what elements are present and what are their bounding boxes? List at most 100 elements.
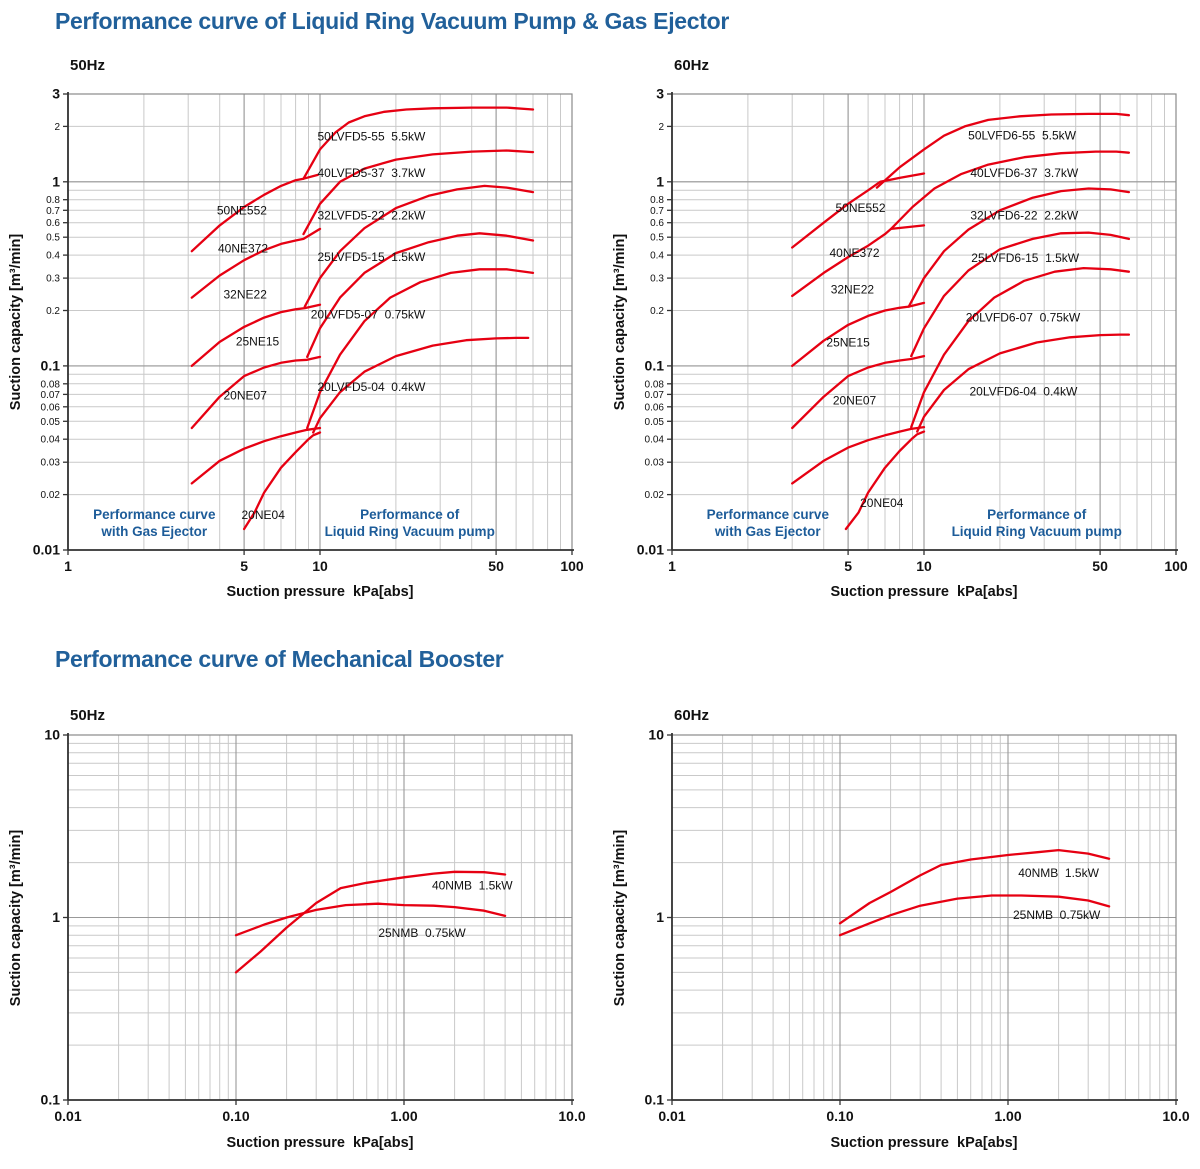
y-tick-label: 10 (44, 727, 60, 743)
x-tick-label: 50 (1092, 558, 1108, 574)
series-label: 25NE15 (826, 336, 870, 350)
x-tick-label: 100 (1164, 558, 1188, 574)
x-tick-label: 5 (844, 558, 852, 574)
series-label: 40NMB 1.5kW (432, 878, 513, 892)
x-axis-title: Suction pressure kPa[abs] (227, 584, 414, 600)
y-tick-label: 0.4 (650, 251, 664, 262)
chart-lrvp-50hz: 3 2 1 0.80.70.6 0.5 0.4 0.3 0.2 0.1 0.080.070.06 0… (8, 57, 584, 600)
curve-20LVFD6-07-vacuum-pump (910, 266, 1131, 429)
x-tick-label: 1.00 (390, 1108, 417, 1124)
annotation: Performance of Liquid Ring Vacuum pump (952, 507, 1122, 539)
y-tick-label: 0.04 (41, 435, 61, 446)
y-tick-label: 0.3 (46, 274, 60, 285)
x-tick-label: 10 (312, 558, 328, 574)
curve-25NE15-gas-ejector (791, 354, 926, 430)
y-tick-label: 1 (52, 909, 60, 925)
section-title-booster: Performance curve of Mechanical Booster (55, 646, 504, 672)
y-tick-label: 1 (656, 173, 664, 189)
curve-50NE552-gas-ejector (791, 172, 926, 249)
curve-20LVFD5-04-vacuum-pump (312, 336, 530, 434)
series-label: 20LVFD5-07 0.75kW (311, 308, 426, 322)
y-tick-label: 0.05 (645, 417, 665, 428)
curve-40NE372-gas-ejector (190, 227, 322, 299)
annotation: Performance of Liquid Ring Vacuum pump (325, 507, 495, 539)
x-tick-label: 1 (668, 558, 676, 574)
x-tick-label: 10 (916, 558, 932, 574)
y-tick-label: 0.5 (46, 233, 60, 244)
y-tick-label: 2 (54, 122, 60, 133)
x-tick-label: 1.00 (994, 1108, 1021, 1124)
y-tick-label: 0.8 (650, 195, 664, 206)
curve-50LVFD6-55-vacuum-pump (875, 112, 1131, 189)
y-tick-label: 0.07 (645, 390, 665, 401)
series-label: 50LVFD5-55 5.5kW (317, 130, 425, 144)
curve-40NMB-mechanical-booster (838, 848, 1111, 925)
y-tick-label: 0.4 (46, 251, 60, 262)
x-tick-label: 5 (240, 558, 248, 574)
series-label: 40NE372 (829, 246, 879, 260)
x-tick-label: 1 (64, 558, 72, 574)
curve-32NE22-gas-ejector (791, 301, 926, 368)
x-tick-label: 10.0 (558, 1108, 585, 1124)
x-tick-label: 0.10 (222, 1108, 249, 1124)
y-tick-label: 0.1 (645, 1092, 665, 1108)
y-tick-label: 10 (648, 727, 664, 743)
y-tick-label: 0.02 (645, 490, 665, 501)
chart-booster-60hz: 10 1 0.10.01 0.10 1.00 10.0 40NMB 1.5kW 25NMB 0… (612, 707, 1190, 1151)
freq-label: 50Hz (70, 707, 105, 724)
section-title-lrvp: Performance curve of Liquid Ring Vacuum … (55, 8, 730, 34)
curve-20NE04-gas-ejector (242, 431, 322, 531)
y-tick-label: 0.6 (46, 218, 60, 229)
curve-50NE552-gas-ejector (190, 173, 319, 253)
series-label: 32NE22 (224, 287, 268, 301)
freq-label: 60Hz (674, 57, 709, 74)
curve-20LVFD6-04-vacuum-pump (916, 333, 1131, 433)
y-tick-label: 0.01 (637, 542, 664, 558)
series-label: 40NMB 1.5kW (1018, 866, 1099, 880)
series-label: 50NE552 (835, 201, 885, 215)
x-axis-title: Suction pressure kPa[abs] (227, 1135, 414, 1151)
series-label: 20LVFD6-07 0.75kW (966, 311, 1081, 325)
x-tick-label: 10.0 (1162, 1108, 1189, 1124)
y-tick-label: 0.08 (41, 379, 61, 390)
series-label: 20LVFD6-04 0.4kW (969, 385, 1077, 399)
x-tick-label: 0.01 (658, 1108, 685, 1124)
y-tick-label: 0.8 (46, 195, 60, 206)
y-tick-label: 0.03 (645, 458, 665, 469)
series-label: 20NE07 (224, 389, 268, 403)
series-label: 40LVFD6-37 3.7kW (970, 166, 1078, 180)
y-tick-label: 0.06 (41, 402, 61, 413)
x-tick-label: 0.10 (826, 1108, 853, 1124)
curve-50LVFD5-55-vacuum-pump (302, 106, 535, 180)
y-tick-label: 3 (52, 86, 60, 102)
annotation: Performance curve with Gas Ejector (707, 507, 830, 539)
curve-20NE07-gas-ejector (190, 426, 322, 485)
x-tick-label: 50 (488, 558, 504, 574)
series-label: 32NE22 (831, 283, 875, 297)
curve-40LVFD5-37-vacuum-pump (302, 149, 535, 236)
y-tick-label: 0.3 (650, 274, 664, 285)
y-tick-label: 3 (656, 86, 664, 102)
curve-40NMB-mechanical-booster (234, 870, 507, 974)
freq-label: 60Hz (674, 707, 709, 724)
curve-25LVFD5-15-vacuum-pump (306, 232, 535, 359)
series-label: 50NE552 (217, 203, 267, 217)
series-label: 32LVFD6-22 2.2kW (970, 209, 1078, 223)
series-label: 32LVFD5-22 2.2kW (317, 209, 425, 223)
series-label: 25LVFD5-15 1.5kW (317, 250, 425, 264)
curve-25NE15-gas-ejector (190, 355, 322, 430)
curve-25NMB-mechanical-booster (234, 902, 507, 937)
y-tick-label: 0.08 (645, 379, 665, 390)
y-tick-label: 0.01 (33, 542, 60, 558)
curve-20NE04-gas-ejector (844, 430, 926, 531)
y-tick-label: 0.2 (650, 306, 664, 317)
curve-25NMB-mechanical-booster (838, 894, 1111, 937)
y-tick-label: 0.05 (41, 417, 61, 428)
y-tick-label: 0.7 (650, 206, 664, 217)
y-tick-label: 0.03 (41, 458, 61, 469)
annotation: Performance curve with Gas Ejector (93, 507, 216, 539)
series-label: 20NE04 (860, 496, 904, 510)
x-axis-title: Suction pressure kPa[abs] (831, 1135, 1018, 1151)
curve-25LVFD6-15-vacuum-pump (910, 231, 1131, 358)
y-tick-label: 0.2 (46, 306, 60, 317)
